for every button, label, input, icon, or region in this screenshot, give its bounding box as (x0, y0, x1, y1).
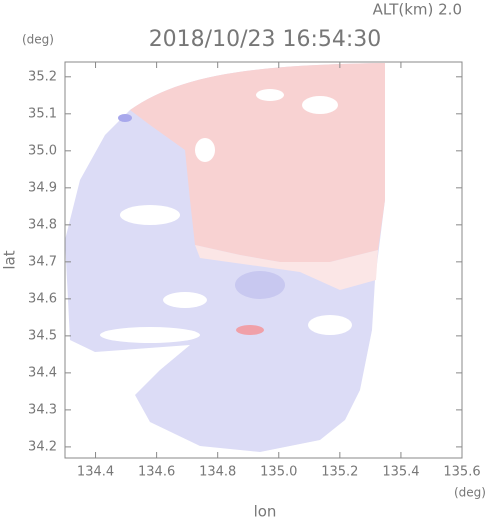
negative-core (118, 114, 132, 122)
y-tick-label: 34.4 (28, 365, 57, 380)
y-tick-label: 34.8 (28, 217, 57, 232)
x-unit: (deg) (454, 486, 486, 500)
x-tick-label: 135.2 (321, 465, 358, 480)
positive-core (236, 325, 264, 335)
y-unit: (deg) (22, 33, 54, 47)
y-tick-label: 34.9 (28, 180, 57, 195)
positive-edge (195, 245, 378, 290)
x-tick-label: 134.4 (77, 465, 114, 480)
x-tick-label: 135.4 (382, 465, 419, 480)
radar-field (65, 63, 385, 452)
y-tick-label: 34.2 (28, 439, 57, 454)
y-tick-label: 35.0 (28, 143, 57, 158)
x-tick-label: 134.8 (199, 465, 236, 480)
no-echo (120, 205, 180, 225)
y-tick-label: 34.7 (28, 254, 57, 269)
y-tick-label: 34.6 (28, 291, 57, 306)
y-tick-label: 34.5 (28, 328, 57, 343)
no-echo (100, 327, 200, 343)
y-tick-label: 35.2 (28, 69, 57, 84)
y-tick-label: 35.1 (28, 106, 57, 121)
plot-frame (64, 61, 463, 459)
y-tick-label: 34.3 (28, 402, 57, 417)
x-tick-label: 135.0 (260, 465, 297, 480)
no-echo (256, 89, 284, 101)
x-axis-label: lon (254, 503, 277, 521)
chart-title: 2018/10/23 16:54:30 (149, 27, 382, 52)
x-tick-label: 135.6 (443, 465, 480, 480)
no-echo (195, 138, 215, 162)
negative-core (235, 271, 285, 299)
no-echo (163, 292, 207, 308)
x-tick-label: 134.6 (138, 465, 175, 480)
no-echo (302, 96, 338, 114)
y-axis-label: lat (1, 250, 19, 269)
altitude-label: ALT(km) 2.0 (373, 1, 462, 19)
no-echo (308, 315, 352, 335)
